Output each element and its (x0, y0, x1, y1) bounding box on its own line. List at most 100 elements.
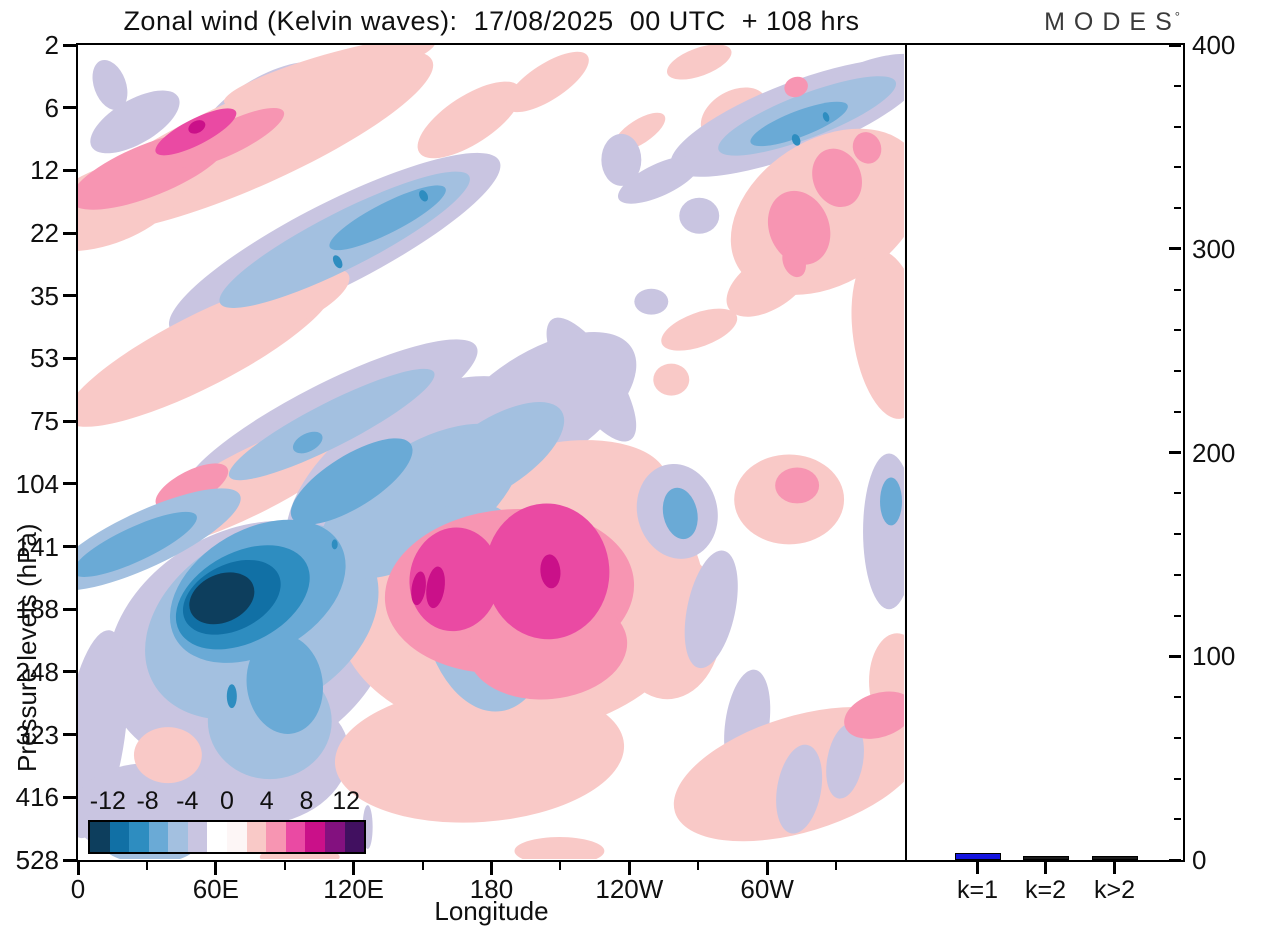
modes-logo-text: MODES (1044, 8, 1181, 36)
energy-minor-tick (1174, 410, 1181, 413)
energy-minor-tick (1174, 777, 1181, 780)
contour-region-p1 (417, 81, 522, 159)
pressure-tick (63, 419, 76, 423)
colorbar-segment (266, 822, 286, 852)
energy-bar-k=2 (1022, 856, 1069, 860)
contour-region-p1 (514, 837, 605, 859)
contour-region-p2 (812, 148, 862, 208)
energy-tick (1169, 43, 1181, 47)
longitude-minor-tick (697, 862, 700, 870)
longitude-minor-tick (145, 862, 148, 870)
contour-region-n1 (684, 550, 738, 669)
pressure-tick (63, 482, 76, 486)
contour-field (78, 45, 904, 859)
chart-title: Zonal wind (Kelvin waves): 17/08/2025 00… (123, 6, 860, 36)
contour-region-p1 (661, 308, 738, 351)
colorbar-tick-label: 4 (259, 787, 274, 815)
contour-region-n3 (662, 487, 698, 540)
contour-region-p2 (784, 76, 808, 98)
pressure-tick-label: 528 (15, 845, 59, 875)
contour-region-n2 (228, 368, 435, 481)
pressure-tick (63, 231, 76, 235)
contour-region-n1 (826, 723, 864, 799)
contour-region-p4 (188, 120, 206, 134)
energy-bar-k=1 (954, 852, 1001, 860)
energy-minor-tick (1174, 288, 1181, 291)
colorbar-tick-label: 0 (220, 787, 234, 815)
longitude-tick-label: 120W (595, 874, 664, 904)
contour-region-p2 (782, 246, 806, 278)
pressure-tick-label: 2 (44, 30, 59, 60)
contour-region-p4 (426, 566, 445, 609)
contour-region-p1 (666, 45, 732, 80)
contour-region-p1 (249, 269, 350, 331)
colorbar-segment (148, 822, 169, 852)
contour-region-p2 (775, 467, 820, 504)
pressure-tick (63, 106, 76, 110)
longitude-tick (214, 862, 218, 875)
longitude-tick-label: 0 (70, 874, 86, 904)
energy-minor-tick (1174, 492, 1181, 495)
colorbar-segment (187, 822, 208, 852)
longitude-tick-label: 180 (469, 874, 514, 904)
energy-panel (905, 43, 1185, 862)
contour-region-n1 (601, 133, 642, 186)
contour-region-p1 (223, 45, 436, 107)
contour-region-p2 (767, 190, 831, 265)
colorbar-tick-label: -8 (136, 787, 159, 815)
contour-region-n4 (822, 112, 830, 122)
bar-label: k=2 (1024, 876, 1066, 904)
energy-minor-tick (1174, 818, 1181, 821)
colorbar-tick-label: 8 (299, 787, 314, 815)
contour-region-n3 (246, 634, 323, 734)
colorbar-segment (246, 822, 267, 852)
contour-region-n1 (634, 288, 669, 315)
longitude-minor-tick (421, 862, 424, 870)
pressure-tick (63, 545, 76, 549)
energy-minor-tick (1174, 696, 1181, 698)
contour-region-p2 (852, 132, 882, 164)
colorbar-segment (324, 822, 345, 852)
pressure-tick-label: 6 (44, 92, 59, 123)
contour-region-n1 (92, 59, 128, 110)
contour-region-n1 (776, 744, 823, 834)
colorbar-segment (207, 822, 228, 852)
colorbar-segment (285, 822, 306, 852)
pressure-tick-label: 35 (30, 280, 59, 311)
contour-region-p1 (653, 363, 690, 396)
energy-minor-tick (1174, 166, 1181, 169)
contour-region-n4 (226, 684, 237, 709)
pressure-tick-label: 53 (30, 343, 59, 374)
colorbar-legend (88, 820, 366, 854)
contour-region-n4 (791, 134, 801, 146)
contour-region-n4 (331, 539, 338, 550)
contour-region-n4 (419, 190, 429, 202)
contour-region-n3 (78, 511, 197, 577)
contour-region-p2 (175, 107, 285, 168)
colorbar-segment (90, 822, 110, 852)
longitude-tick-label: 60W (740, 874, 794, 904)
modes-logo: MODES° (1040, 8, 1180, 37)
contour-region-n1 (863, 453, 904, 610)
longitude-tick (352, 862, 356, 875)
colorbar-segment (168, 822, 188, 852)
colorbar-segment (109, 822, 130, 852)
pressure-tick (63, 43, 76, 47)
energy-tick (1169, 247, 1181, 251)
contour-region-n1 (679, 197, 720, 234)
contour-region-n3 (290, 438, 413, 525)
colorbar-segment (344, 822, 365, 852)
pressure-tick-label: 22 (30, 218, 59, 249)
energy-tick (1169, 858, 1181, 862)
pressure-tick (63, 356, 76, 360)
contour-region-p4 (411, 571, 426, 606)
contour-region-p1 (851, 250, 904, 419)
pressure-tick-label: 248 (15, 656, 59, 687)
energy-minor-tick (1174, 329, 1181, 332)
longitude-axis-title: Longitude (434, 896, 549, 926)
energy-bar-k>2 (1091, 855, 1138, 860)
bar-tick (1044, 862, 1047, 874)
contour-region-n4 (332, 255, 343, 269)
energy-tick-label: 400 (1192, 30, 1236, 60)
